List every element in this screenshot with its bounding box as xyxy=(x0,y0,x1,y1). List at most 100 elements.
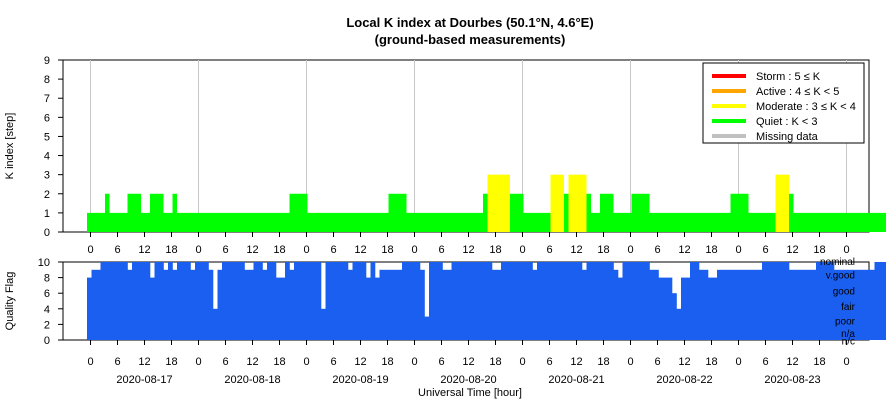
q-bar xyxy=(168,262,173,340)
q-bar xyxy=(820,262,826,340)
q-x-tick-label: 18 xyxy=(705,356,717,368)
q-bar xyxy=(816,262,821,340)
q-bar xyxy=(451,262,457,340)
k-x-tick-label: 12 xyxy=(570,244,582,256)
q-bar xyxy=(726,269,731,340)
q-bar xyxy=(235,262,241,340)
k-bar xyxy=(546,212,551,232)
q-x-tick-label: 0 xyxy=(195,356,201,368)
k-bar xyxy=(118,212,123,232)
k-bar xyxy=(168,212,173,232)
date-label: 2020-08-19 xyxy=(332,374,388,386)
q-bar xyxy=(177,262,182,340)
k-bar xyxy=(321,212,326,232)
q-bar xyxy=(780,262,785,340)
k-x-tick-label: 6 xyxy=(546,244,552,256)
q-bar xyxy=(703,269,709,340)
q-bar xyxy=(672,293,677,340)
k-bar xyxy=(676,212,681,232)
q-bar xyxy=(285,262,290,340)
legend-label: Storm : 5 ≤ K xyxy=(756,71,821,83)
q-bar xyxy=(874,262,880,340)
q-bar xyxy=(411,262,416,340)
q-bar xyxy=(208,269,214,340)
k-bar xyxy=(240,212,245,232)
k-x-tick-label: 6 xyxy=(438,244,444,256)
q-level-label: good xyxy=(833,287,855,298)
q-bar xyxy=(91,269,97,340)
q-y-tick-label: 0 xyxy=(44,335,50,347)
k-index-panel: 0 1 2 3 4 5 6 7 8 9 K index [step] Storm : 5 ≤ K A… xyxy=(4,55,886,239)
q-x-tick-label: 0 xyxy=(87,356,93,368)
k-bar xyxy=(384,212,389,232)
k-bar xyxy=(564,193,569,232)
k-bar xyxy=(712,212,717,232)
k-bar xyxy=(829,212,834,232)
q-bar xyxy=(172,269,178,340)
q-bar xyxy=(771,262,776,340)
k-bar xyxy=(699,212,704,232)
q-level-label: v.good xyxy=(826,270,855,281)
k-bar xyxy=(708,212,713,232)
q-bar xyxy=(87,277,92,340)
q-level-label: n/a xyxy=(841,329,855,340)
q-bar xyxy=(393,269,398,340)
k-y-tick-label: 9 xyxy=(44,55,50,67)
q-bar xyxy=(343,262,349,340)
k-bar xyxy=(865,212,870,232)
k-bar xyxy=(744,193,749,232)
q-bar xyxy=(555,262,560,340)
legend-label: Missing data xyxy=(756,131,819,143)
q-y-ticks: 0 2 4 6 8 10 xyxy=(38,257,63,347)
q-bar xyxy=(379,269,385,340)
date-label: 2020-08-23 xyxy=(764,374,820,386)
k-bar xyxy=(159,193,164,232)
k-bar xyxy=(393,193,398,232)
q-x-tick-label: 18 xyxy=(273,356,285,368)
q-bar xyxy=(141,262,146,340)
k-x-ticks: 0 6 12 18 0 6 12 18 0 6 12 18 0 6 12 18 0 6 12 18 0 6 12 18 0 6 12… xyxy=(87,232,850,256)
k-x-tick-label: 0 xyxy=(519,244,525,256)
k-bar xyxy=(807,212,812,232)
q-bar xyxy=(253,262,259,340)
q-bar xyxy=(514,262,520,340)
q-bar xyxy=(186,262,191,340)
q-bar xyxy=(433,262,439,340)
k-x-tick-label: 0 xyxy=(735,244,741,256)
q-bar xyxy=(132,262,137,340)
q-x-tick-label: 6 xyxy=(654,356,660,368)
k-bar xyxy=(150,193,155,232)
k-bar xyxy=(303,193,308,232)
k-bar xyxy=(343,212,348,232)
k-bar xyxy=(523,212,528,232)
k-y-tick-label: 3 xyxy=(44,170,50,182)
k-bar xyxy=(438,212,443,232)
q-bar xyxy=(618,277,623,340)
k-bar xyxy=(190,212,195,232)
q-bar xyxy=(793,269,799,340)
k-bar xyxy=(366,212,371,232)
q-x-tick-label: 18 xyxy=(381,356,393,368)
k-y-tick-label: 5 xyxy=(44,131,50,143)
k-bar xyxy=(411,212,416,232)
q-x-tick-label: 12 xyxy=(246,356,258,368)
q-bar xyxy=(496,269,502,340)
q-bar xyxy=(109,262,115,340)
q-bar xyxy=(154,262,160,340)
q-bar xyxy=(465,262,470,340)
k-y-tick-label: 7 xyxy=(44,93,50,105)
q-x-tick-label: 0 xyxy=(843,356,849,368)
k-bar xyxy=(231,212,236,232)
k-bar xyxy=(640,193,645,232)
k-bar xyxy=(145,212,150,232)
k-bar xyxy=(433,212,438,232)
k-bar xyxy=(298,193,303,232)
q-bar xyxy=(316,262,322,340)
q-bar xyxy=(685,277,691,340)
k-bar xyxy=(672,212,677,232)
k-bar xyxy=(132,193,137,232)
q-bar xyxy=(591,262,596,340)
k-bar xyxy=(771,212,776,232)
q-bar xyxy=(501,262,506,340)
q-bar xyxy=(375,277,380,340)
